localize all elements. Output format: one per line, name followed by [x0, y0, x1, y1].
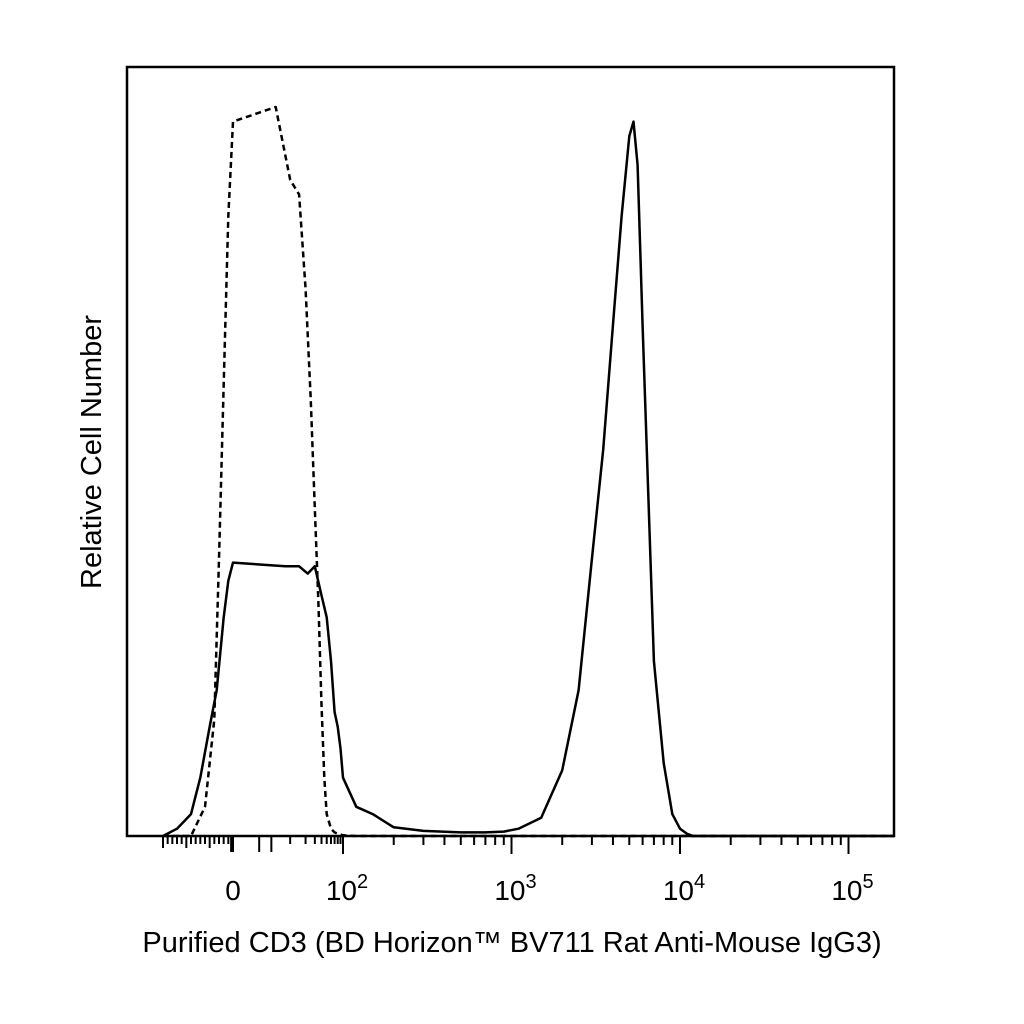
plot-frame: [125, 65, 896, 838]
x-axis-label: Purified CD3 (BD Horizon™ BV711 Rat Anti…: [142, 927, 881, 959]
x-tick-label: 104: [663, 871, 705, 906]
y-axis-label: Relative Cell Number: [76, 315, 108, 589]
x-tick-label: 105: [831, 871, 873, 906]
x-axis-tick-labels: 0 102 103 104 105: [225, 871, 873, 906]
x-tick-label: 0: [225, 875, 241, 906]
x-tick-label: 103: [494, 871, 536, 906]
stained-histogram-line: [162, 120, 894, 838]
control-histogram-line: [163, 105, 894, 838]
histogram-curves: [162, 105, 894, 838]
x-axis-ticks: [162, 836, 850, 854]
x-tick-label: 102: [326, 871, 368, 906]
